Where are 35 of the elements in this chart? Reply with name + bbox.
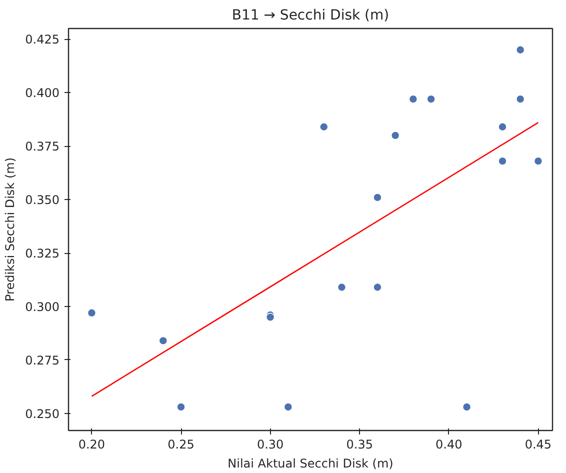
y-tick-label: 0.250 [25, 406, 60, 421]
point [87, 308, 96, 318]
x-tick-label: 0.20 [78, 438, 106, 452]
point [516, 45, 525, 54]
point [176, 402, 186, 412]
point [266, 312, 275, 322]
y-tick-label: 0.400 [25, 86, 60, 100]
point [373, 282, 382, 292]
point [534, 156, 543, 166]
y-axis-title: Prediksi Secchi Disk (m) [3, 158, 18, 302]
y-tick-label: 0.350 [25, 193, 60, 208]
point [498, 122, 507, 132]
chart-title: B11 → Secchi Disk (m) [232, 8, 390, 24]
point [390, 131, 400, 140]
x-tick-label: 0.30 [256, 438, 284, 452]
point [516, 94, 525, 104]
x-tick-label: 0.35 [346, 438, 373, 452]
point [284, 402, 293, 412]
y-tick-label: 0.425 [25, 32, 60, 47]
y-tick-label: 0.375 [25, 140, 60, 154]
x-tick-label: 0.40 [436, 438, 462, 452]
point [426, 94, 436, 104]
point [158, 336, 168, 346]
point [462, 402, 472, 412]
point [498, 156, 507, 166]
y-tick-label: 0.325 [25, 246, 60, 261]
y-tick-label: 0.300 [25, 300, 60, 314]
y-tick-label: 0.275 [25, 353, 60, 368]
point [337, 282, 346, 292]
point [408, 94, 418, 104]
point [319, 122, 328, 132]
x-axis-title: Nilai Aktual Secchi Disk (m) [228, 456, 394, 470]
x-tick-label: 0.45 [524, 438, 552, 452]
x-tick-label: 0.25 [168, 438, 194, 452]
point [373, 193, 382, 202]
